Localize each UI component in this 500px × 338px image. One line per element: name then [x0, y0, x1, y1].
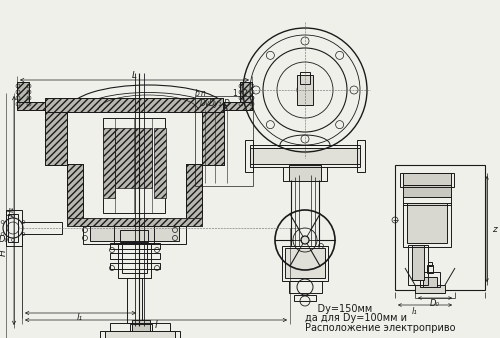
- Bar: [17, 82, 29, 110]
- Bar: [67, 218, 202, 226]
- Bar: [8, 214, 18, 242]
- Bar: [67, 218, 202, 226]
- Bar: [110, 243, 160, 249]
- Bar: [118, 243, 151, 278]
- Bar: [423, 277, 437, 287]
- Bar: [289, 165, 321, 181]
- Bar: [67, 164, 83, 219]
- Bar: [407, 203, 447, 243]
- Bar: [400, 173, 454, 187]
- Bar: [45, 110, 67, 165]
- Bar: [132, 320, 150, 338]
- Text: L: L: [132, 71, 136, 79]
- Bar: [428, 262, 432, 266]
- Bar: [154, 128, 166, 198]
- Bar: [186, 164, 202, 219]
- Bar: [45, 98, 223, 112]
- Bar: [412, 245, 424, 280]
- Text: H₁: H₁: [6, 205, 16, 216]
- Bar: [122, 243, 147, 273]
- Bar: [224, 102, 252, 110]
- Bar: [115, 128, 152, 188]
- Text: Dу: Dу: [200, 98, 210, 107]
- Bar: [90, 226, 179, 241]
- Bar: [103, 128, 115, 198]
- Bar: [105, 331, 175, 338]
- Bar: [45, 98, 223, 112]
- Text: z: z: [492, 224, 497, 234]
- Bar: [294, 295, 316, 301]
- Text: n: n: [200, 89, 205, 97]
- Bar: [250, 145, 360, 167]
- Text: D₀: D₀: [0, 236, 9, 244]
- Text: D₀: D₀: [430, 299, 440, 309]
- Text: l₁: l₁: [77, 314, 83, 322]
- Bar: [110, 253, 160, 259]
- Bar: [67, 164, 83, 219]
- Bar: [240, 82, 252, 110]
- Bar: [103, 118, 165, 213]
- Text: H: H: [0, 250, 8, 257]
- Bar: [114, 226, 154, 244]
- Bar: [127, 278, 142, 323]
- Bar: [357, 140, 365, 172]
- Text: Dу₁: Dу₁: [208, 98, 222, 107]
- Bar: [240, 82, 252, 110]
- Bar: [130, 324, 152, 336]
- Bar: [420, 272, 440, 287]
- Bar: [403, 173, 451, 185]
- Text: l₁: l₁: [412, 307, 418, 315]
- Bar: [395, 165, 485, 290]
- Bar: [6, 210, 22, 246]
- Bar: [403, 203, 451, 247]
- Bar: [250, 148, 360, 164]
- Bar: [83, 226, 186, 244]
- Bar: [300, 72, 310, 84]
- Bar: [285, 248, 325, 278]
- Bar: [283, 167, 327, 181]
- Text: да для Dy=100мм и: да для Dy=100мм и: [305, 313, 407, 323]
- Bar: [202, 110, 224, 165]
- Bar: [415, 285, 445, 293]
- Bar: [289, 281, 322, 293]
- Text: l: l: [154, 320, 158, 330]
- Bar: [110, 263, 160, 269]
- Bar: [195, 96, 253, 186]
- Bar: [120, 230, 148, 242]
- Bar: [403, 195, 451, 205]
- Bar: [22, 222, 62, 234]
- Bar: [224, 102, 252, 110]
- Bar: [17, 102, 45, 110]
- Text: b: b: [194, 89, 200, 97]
- Text: 2: 2: [242, 89, 248, 97]
- Bar: [45, 110, 67, 165]
- Bar: [427, 265, 433, 273]
- Bar: [245, 140, 253, 172]
- Bar: [403, 185, 451, 197]
- Circle shape: [301, 236, 309, 244]
- Bar: [17, 82, 29, 110]
- Bar: [408, 245, 428, 285]
- Bar: [110, 323, 170, 331]
- Bar: [202, 110, 224, 165]
- Text: Расположение электроприво: Расположение электроприво: [305, 323, 456, 333]
- Text: Dy=150мм: Dy=150мм: [305, 304, 372, 314]
- Bar: [100, 331, 180, 338]
- Bar: [282, 246, 328, 281]
- Bar: [17, 102, 45, 110]
- Text: 1: 1: [232, 89, 237, 97]
- Bar: [297, 75, 313, 105]
- Bar: [186, 164, 202, 219]
- Text: D: D: [224, 98, 230, 107]
